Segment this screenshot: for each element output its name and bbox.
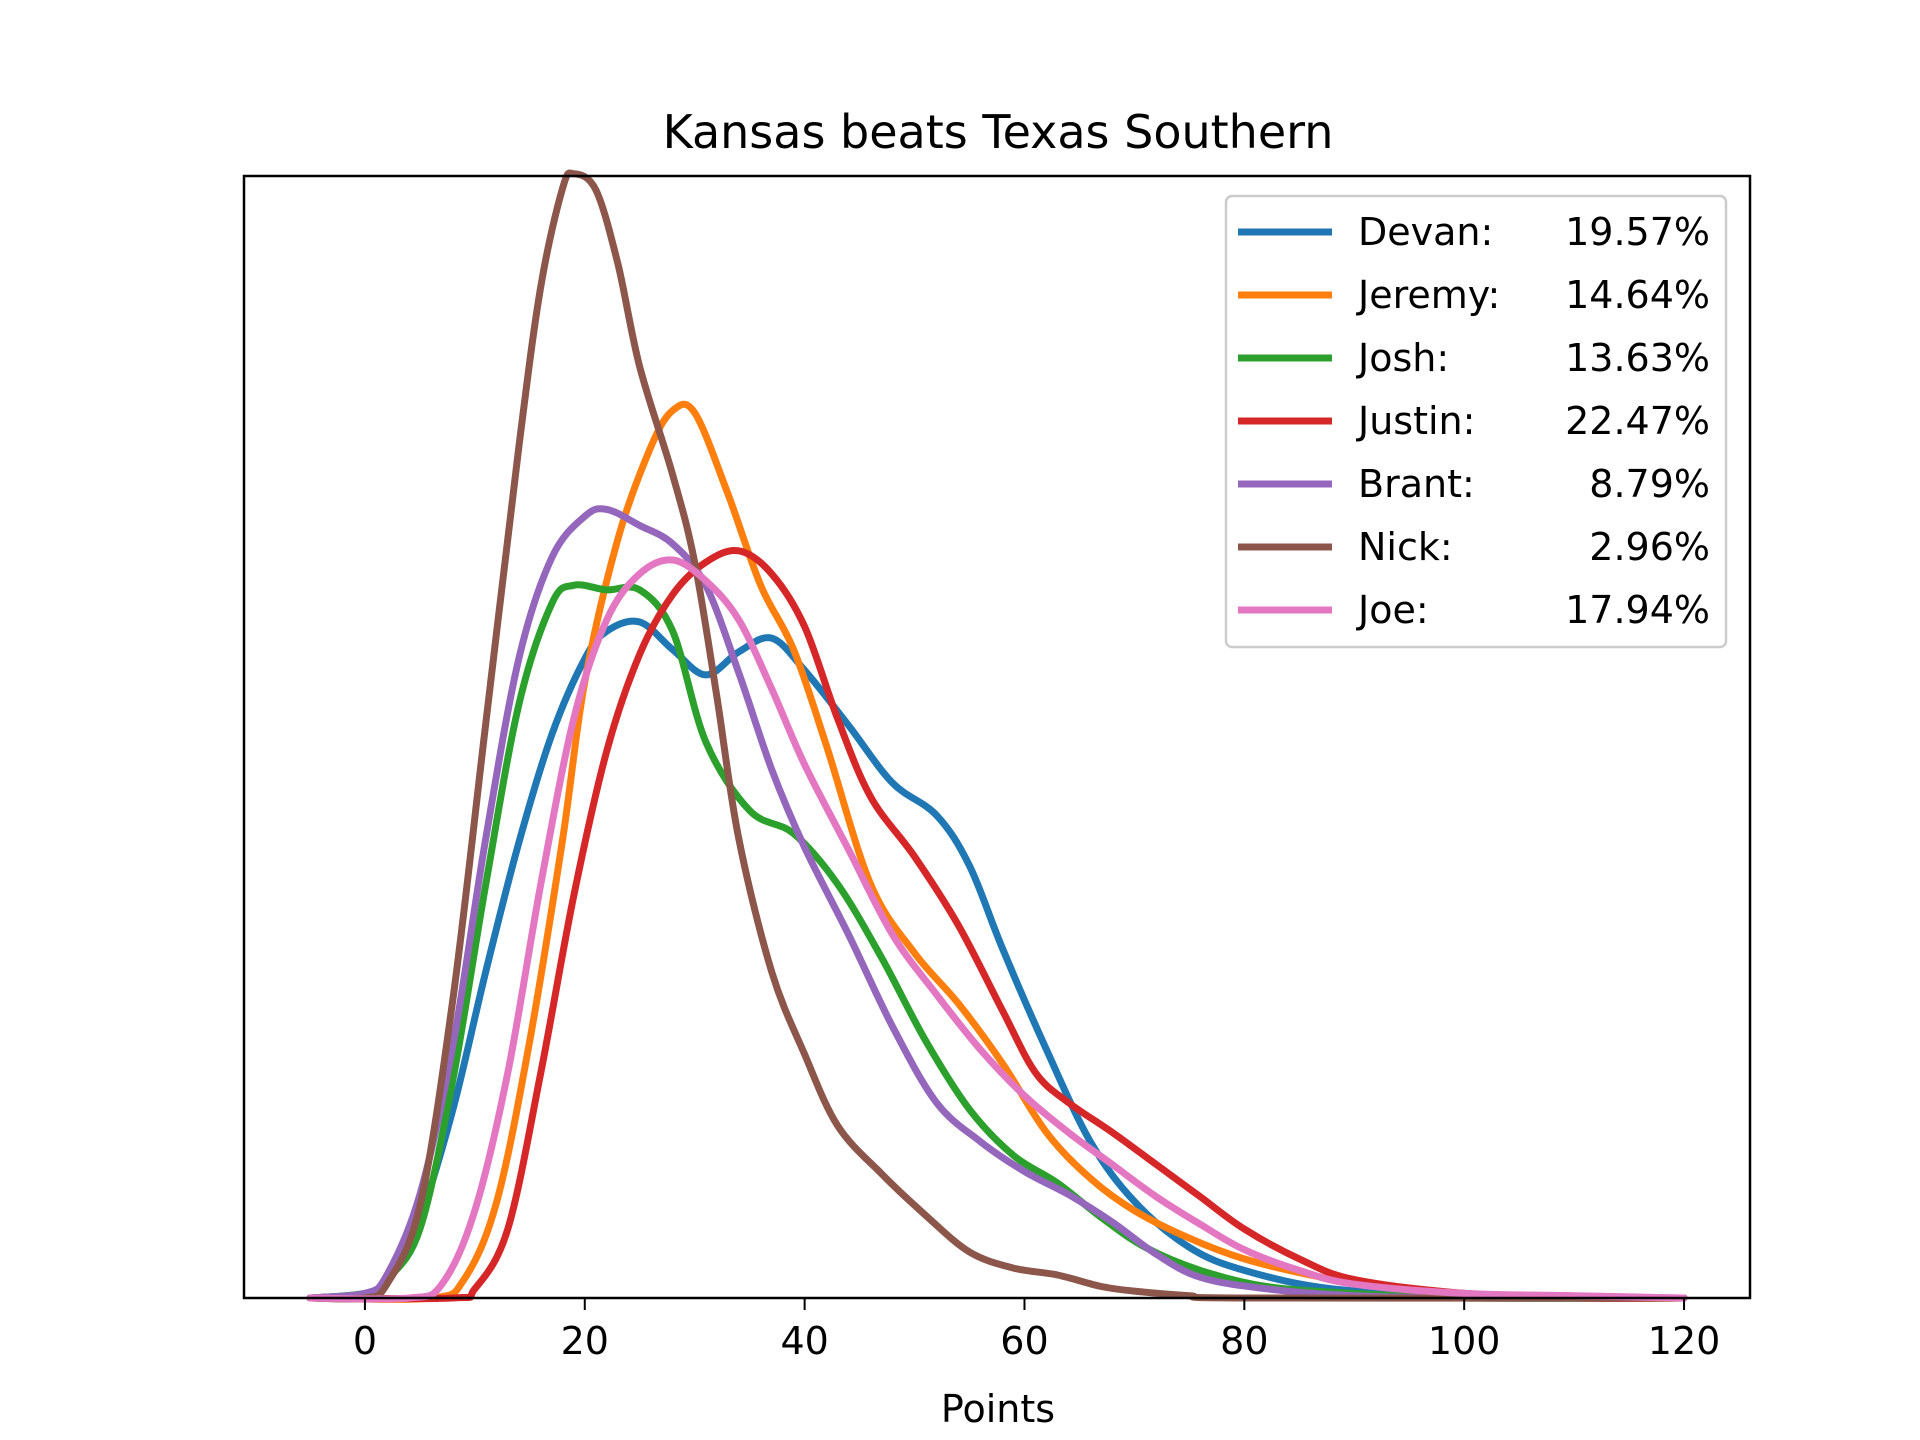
legend-value-justin: 22.47% <box>1565 399 1710 443</box>
series-line-jeremy <box>306 400 1688 1303</box>
legend: Devan: 19.57% Jeremy: 14.64% Josh: 13.63% Just… <box>1224 194 1728 649</box>
legend-value-nick: 2.96% <box>1589 525 1710 569</box>
legend-value-devan: 19.57% <box>1565 210 1710 254</box>
legend-label-devan: Devan: <box>1358 210 1493 254</box>
legend-label-justin: Justin: <box>1356 399 1475 443</box>
legend-value-jeremy: 14.64% <box>1565 273 1710 317</box>
x-axis-label: Points <box>941 1387 1055 1431</box>
legend-label-jeremy: Jeremy: <box>1356 273 1500 317</box>
series-line-nick <box>306 169 1688 1303</box>
x-tick-label: 120 <box>1648 1319 1721 1363</box>
legend-value-joe: 17.94% <box>1565 588 1710 632</box>
chart-title: Kansas beats Texas Southern <box>663 105 1334 159</box>
x-tick-label: 60 <box>1000 1319 1048 1363</box>
x-axis: 0 20 40 60 80 100 120 <box>353 1298 1720 1363</box>
legend-label-joe: Joe: <box>1356 588 1429 632</box>
series-line-joe <box>306 556 1688 1303</box>
x-tick-label: 40 <box>780 1319 828 1363</box>
legend-box <box>1224 194 1728 649</box>
x-tick-label: 20 <box>561 1319 609 1363</box>
legend-label-josh: Josh: <box>1356 336 1449 380</box>
x-tick-label: 0 <box>353 1319 377 1363</box>
series-layer <box>306 169 1688 1303</box>
x-tick-label: 100 <box>1428 1319 1501 1363</box>
legend-value-josh: 13.63% <box>1565 336 1710 380</box>
series-line-justin <box>306 546 1688 1303</box>
series-line-josh <box>306 581 1688 1302</box>
legend-label-nick: Nick: <box>1358 525 1453 569</box>
x-tick-label: 80 <box>1220 1319 1268 1363</box>
series-line-brant <box>306 505 1688 1302</box>
series-line-devan <box>306 617 1688 1302</box>
legend-label-brant: Brant: <box>1358 462 1475 506</box>
legend-value-brant: 8.79% <box>1589 462 1710 506</box>
plot-frame <box>242 174 1752 1300</box>
